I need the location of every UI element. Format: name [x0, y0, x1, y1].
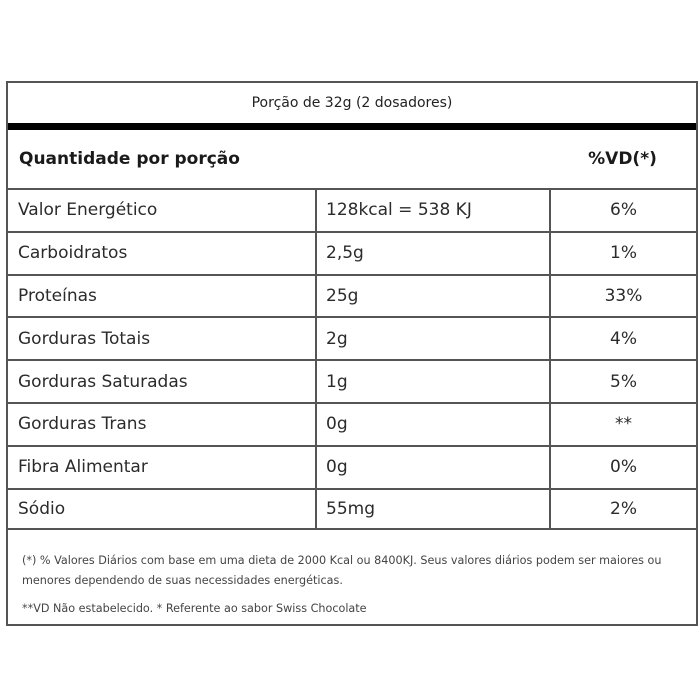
nutrient-name: Gorduras Totais [18, 328, 151, 349]
nutrient-dv: 4% [549, 318, 696, 360]
table-row: Gorduras Totais 2g 4% [8, 316, 696, 360]
nutrient-dv: 2% [549, 489, 696, 529]
table-row: Proteínas 25g 33% [8, 273, 696, 317]
nutrient-dv: 0% [549, 446, 696, 488]
nutrient-name: Sódio [18, 498, 66, 519]
table-row: Sódio 55mg 2% [8, 487, 696, 531]
nutrient-amount: 25g [315, 275, 549, 317]
nutrient-amount: 55mg [315, 489, 549, 529]
nutrient-name: Fibra Alimentar [18, 457, 148, 478]
nutrition-facts-table: Porção de 32g (2 dosadores) Quantidade p… [6, 81, 698, 626]
nutrient-name: Gorduras Trans [18, 414, 147, 435]
nutrient-dv: 5% [549, 361, 696, 402]
nutrient-name: Carboidratos [18, 243, 128, 264]
thick-divider [8, 123, 696, 130]
footnotes: (*) % Valores Diários com base em uma di… [8, 533, 696, 619]
nutrient-amount: 128kcal = 538 KJ [315, 190, 549, 231]
nutrient-dv: 1% [549, 232, 696, 274]
nutrient-amount: 2,5g [315, 232, 549, 274]
table-row: Carboidratos 2,5g 1% [8, 230, 696, 274]
table-row: Gorduras Saturadas 1g 5% [8, 359, 696, 402]
table-header: Quantidade por porção %VD(*) [8, 130, 696, 188]
nutrient-name: Gorduras Saturadas [18, 371, 188, 392]
nutrient-dv: 6% [549, 190, 696, 231]
table-row: Gorduras Trans 0g ** [8, 401, 696, 445]
nutrient-amount: 0g [315, 403, 549, 445]
table-row: Fibra Alimentar 0g 0% [8, 444, 696, 488]
nutrient-dv: ** [549, 403, 696, 445]
nutrient-dv: 33% [549, 275, 696, 317]
nutrient-amount: 2g [315, 318, 549, 360]
nutrient-name: Valor Energético [18, 200, 158, 221]
nutrient-grid: Valor Energético 128kcal = 538 KJ 6% Car… [8, 188, 696, 531]
footnote-daily-values: (*) % Valores Diários com base em uma di… [22, 554, 662, 587]
daily-value-heading: %VD(*) [588, 149, 657, 169]
table-row: Valor Energético 128kcal = 538 KJ 6% [8, 188, 696, 231]
serving-size: Porção de 32g (2 dosadores) [251, 95, 453, 111]
nutrient-amount: 1g [315, 361, 549, 402]
nutrient-amount: 0g [315, 446, 549, 488]
footnote-vd-not-established: **VD Não estabelecido. * Referente ao sa… [22, 602, 367, 615]
quantity-per-serving-heading: Quantidade por porção [19, 149, 240, 169]
nutrient-name: Proteínas [18, 285, 97, 306]
